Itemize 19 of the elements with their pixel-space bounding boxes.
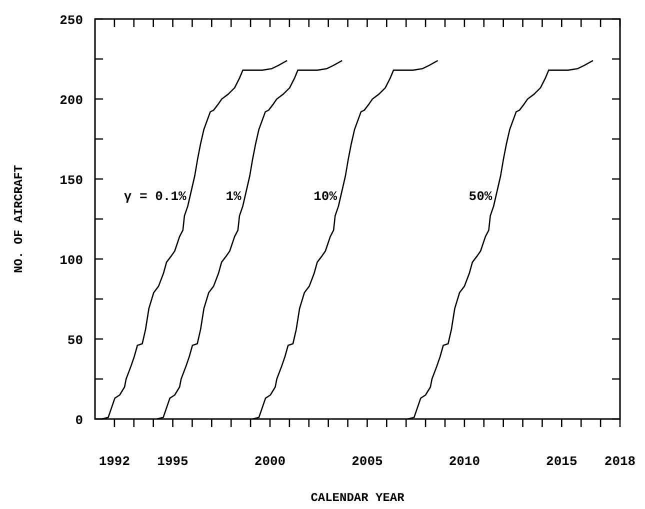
x-tick-label: 1995 [157, 454, 189, 469]
y-tick-label: 50 [67, 333, 84, 348]
x-tick-label: 2000 [254, 454, 286, 469]
y-tick-label: 100 [60, 253, 84, 268]
x-axis-title: CALENDAR YEAR [310, 491, 406, 505]
x-tick-label: 1992 [98, 454, 130, 469]
series-label: 1% [226, 189, 242, 204]
series-label: 50% [468, 189, 492, 204]
y-tick-label: 0 [75, 413, 84, 428]
series-label: 10% [314, 189, 338, 204]
y-tick-label: 250 [60, 13, 84, 28]
x-tick-label: 2018 [604, 454, 636, 469]
series-label: γ = 0.1% [124, 189, 187, 204]
x-tick-label: 2010 [448, 454, 480, 469]
y-tick-label: 200 [60, 93, 84, 108]
x-tick-label: 2015 [546, 454, 578, 469]
y-axis-title: NO. OF AIRCRAFT [12, 164, 26, 274]
x-tick-label: 2005 [352, 454, 384, 469]
y-tick-label: 150 [60, 173, 84, 188]
